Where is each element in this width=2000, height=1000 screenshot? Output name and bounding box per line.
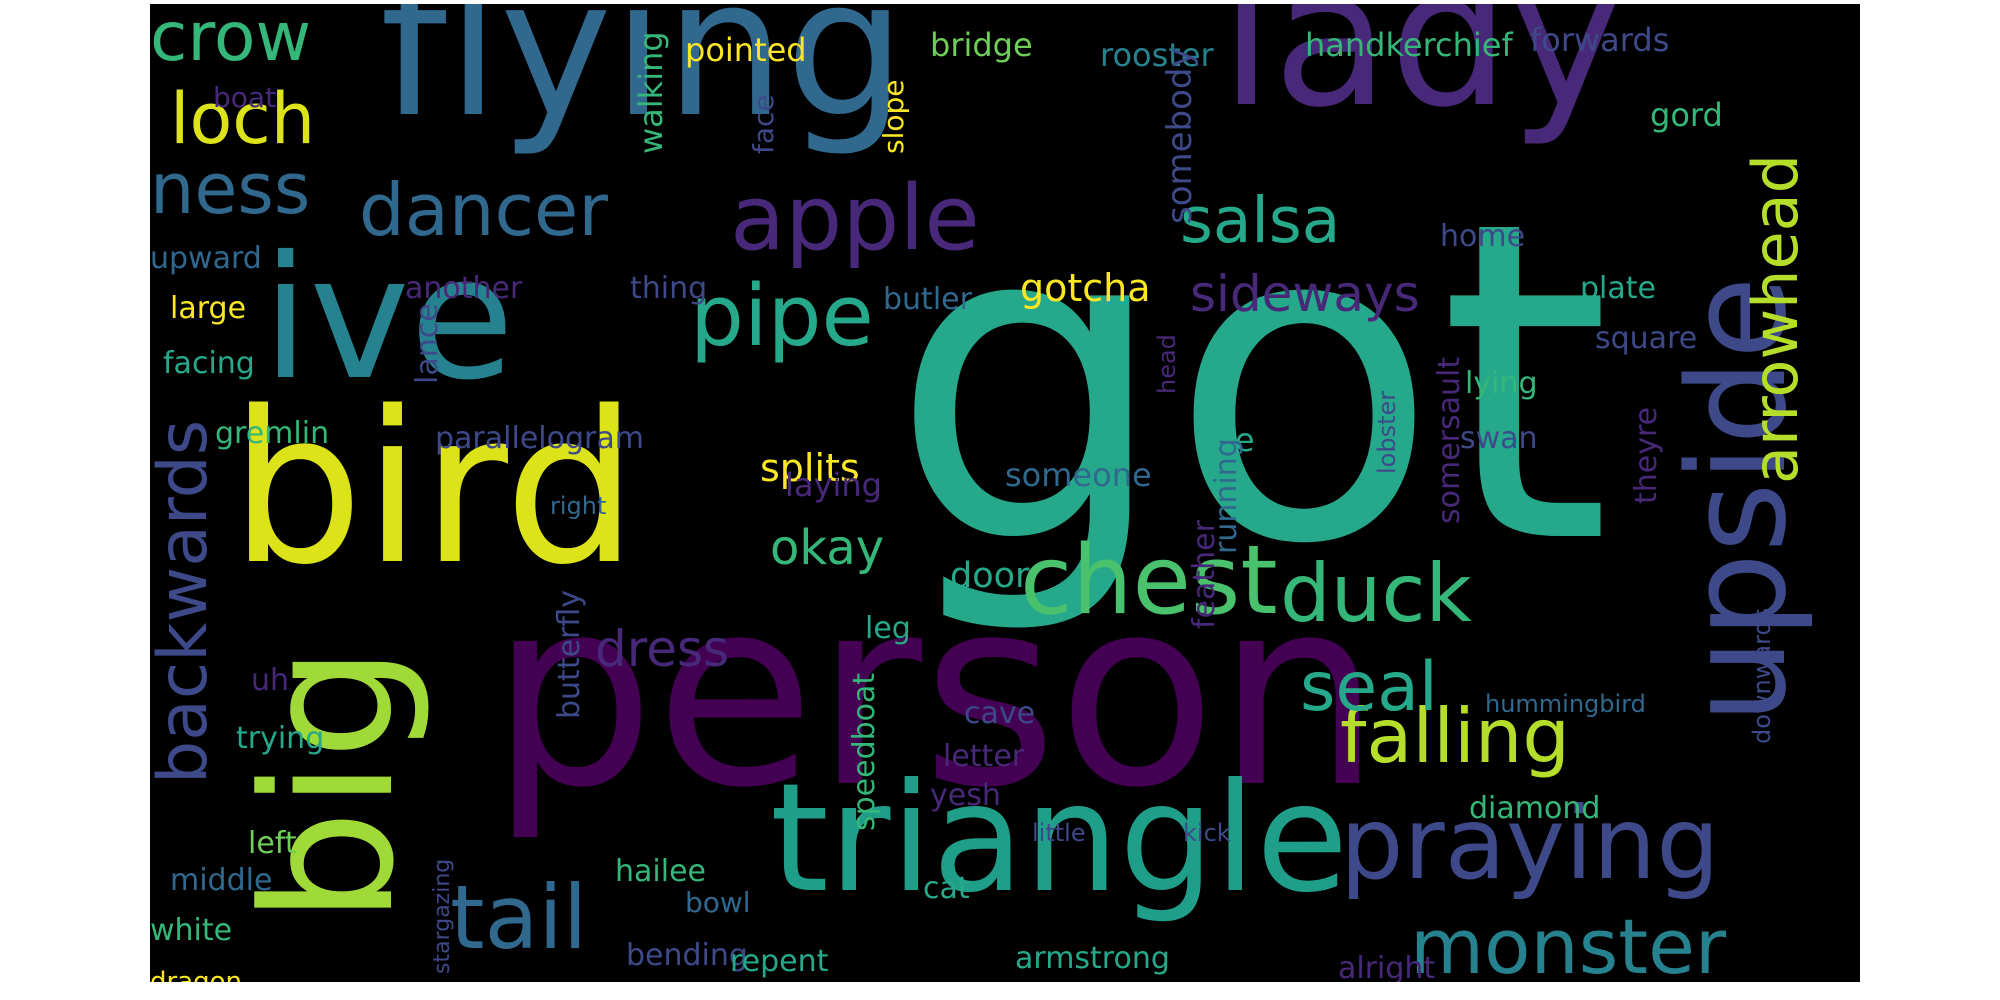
word-rooster: rooster — [1100, 36, 1214, 74]
word-little: little — [1032, 819, 1086, 847]
word-praying: praying — [1340, 785, 1720, 902]
word-okay: okay — [770, 520, 885, 576]
word-gremlin: gremlin — [215, 416, 330, 451]
word-another: another — [405, 271, 523, 306]
word-bridge: bridge — [930, 26, 1033, 64]
word-backwards: backwards — [150, 419, 223, 784]
word-forwards: forwards — [1530, 21, 1670, 59]
word-downwards: downwards — [1748, 607, 1776, 744]
word-apple: apple — [730, 166, 980, 271]
word-left: left — [248, 826, 297, 861]
word-trying: trying — [236, 721, 325, 756]
word-large: large — [170, 291, 247, 326]
word-ness: ness — [150, 148, 311, 230]
word-door: door — [950, 556, 1030, 596]
word-flying: flying — [380, 4, 906, 159]
word-parallelogram: parallelogram — [435, 421, 644, 456]
word-laying: laying — [785, 466, 882, 504]
word-thing: thing — [630, 271, 708, 306]
word-theyre: theyre — [1629, 406, 1664, 504]
word-walking: walking — [632, 31, 670, 154]
word-somebody: somebody — [1160, 47, 1200, 224]
word-salsa: salsa — [1180, 184, 1341, 257]
word-ive: ive — [262, 220, 515, 418]
word-sideways: sideways — [1190, 265, 1420, 323]
word-got: got — [890, 128, 1612, 640]
word-hummingbird: hummingbird — [1485, 690, 1646, 718]
word-swan: swan — [1460, 421, 1538, 456]
word-dancer: dancer — [359, 168, 608, 252]
word-duck: duck — [1280, 547, 1472, 640]
word-boat: boat — [213, 81, 277, 114]
word-gotcha: gotcha — [1020, 266, 1151, 310]
word-home: home — [1440, 219, 1526, 254]
word-chest: chest — [1020, 526, 1278, 636]
word-cat: cat — [923, 871, 970, 906]
word-lady: lady — [1220, 4, 1623, 149]
word-armstrong: armstrong — [1015, 941, 1170, 976]
word-speedboat: speedboat — [847, 672, 882, 831]
word-splits: splits — [760, 446, 860, 490]
word-head: head — [1153, 334, 1181, 394]
word-bowl: bowl — [685, 886, 751, 919]
word-feather: feather — [1187, 520, 1222, 629]
word-cloud: got person flying lady ive bird big upsi… — [150, 4, 1860, 982]
word-dress: dress — [595, 620, 730, 678]
word-loch: loch — [170, 78, 316, 160]
word-one: one — [1195, 421, 1255, 459]
word-pipe: pipe — [690, 267, 874, 366]
word-handkerchief: handkerchief — [1305, 26, 1513, 64]
word-falling: falling — [1340, 692, 1571, 780]
word-butler: butler — [883, 282, 972, 317]
word-butterfly: butterfly — [552, 589, 587, 719]
word-plate: plate — [1580, 271, 1656, 306]
word-seal: seal — [1300, 648, 1438, 727]
word-lying: lying — [1465, 366, 1538, 401]
word-leg: leg — [865, 611, 911, 646]
word-cave: cave — [964, 696, 1036, 731]
word-face: face — [747, 94, 780, 154]
word-gord: gord — [1650, 96, 1723, 134]
word-crow: crow — [150, 4, 312, 77]
word-uh: uh — [251, 663, 290, 698]
word-monster: monster — [1410, 902, 1727, 983]
word-pointed: pointed — [685, 31, 807, 69]
word-middle: middle — [170, 863, 273, 898]
word-triangle: triangle — [770, 752, 1349, 926]
word-hailee: hailee — [615, 854, 706, 889]
word-tail: tail — [450, 866, 588, 969]
word-someone: someone — [1005, 456, 1152, 494]
word-slope: slope — [877, 79, 910, 155]
word-dragon: dragon — [150, 967, 243, 982]
word-square: square — [1595, 321, 1698, 356]
word-bending: bending — [626, 938, 748, 973]
word-letter: letter — [943, 739, 1025, 774]
word-yesh: yesh — [930, 778, 1001, 813]
word-somersault: somersault — [1432, 356, 1467, 524]
word-alright: alright — [1338, 951, 1436, 983]
word-person: person — [490, 543, 1382, 845]
word-lance: lance — [410, 303, 445, 384]
word-facing: facing — [163, 346, 255, 381]
word-bird: bird — [230, 366, 638, 611]
word-arrowhead: arrowhead — [1739, 154, 1812, 484]
word-lobster: lobster — [1373, 390, 1401, 474]
word-white: white — [150, 913, 233, 948]
word-stargazing: stargazing — [430, 858, 455, 974]
word-kick: kick — [1183, 819, 1231, 847]
word-right: right — [550, 492, 607, 520]
word-diamond: diamond — [1469, 791, 1601, 826]
word-upward: upward — [150, 241, 262, 276]
word-repent: repent — [730, 944, 829, 979]
